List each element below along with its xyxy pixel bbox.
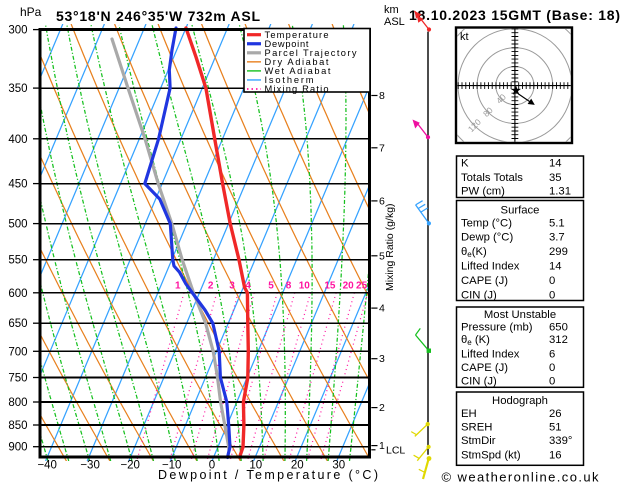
svg-text:km: km [384,4,399,16]
svg-text:650: 650 [549,322,568,334]
svg-text:26: 26 [549,408,562,420]
svg-text:EH: EH [461,408,477,420]
svg-text:51: 51 [549,421,562,433]
svg-text:Wet Adiabat: Wet Adiabat [265,66,331,76]
svg-text:Mixing Ratio (g/kg): Mixing Ratio (g/kg) [384,203,396,291]
svg-text:−10: −10 [162,460,182,472]
svg-text:1: 1 [175,281,181,292]
svg-text:3.7: 3.7 [549,232,565,244]
svg-text:300: 300 [8,25,27,37]
svg-text:SREH: SREH [461,421,492,433]
svg-text:0: 0 [549,289,555,301]
svg-text:Surface: Surface [501,204,540,216]
svg-text:1.31: 1.31 [549,186,571,198]
svg-text:CAPE (J): CAPE (J) [461,275,508,287]
svg-text:20: 20 [343,281,355,292]
svg-text:θe (K): θe (K) [461,334,490,347]
svg-text:0: 0 [209,460,215,472]
svg-text:Dewpoint: Dewpoint [265,39,309,49]
svg-text:Isotherm: Isotherm [265,75,314,85]
svg-text:350: 350 [8,83,27,95]
svg-text:5: 5 [268,281,274,292]
svg-text:8: 8 [286,281,292,292]
svg-text:312: 312 [549,334,568,346]
svg-text:ASL: ASL [384,16,405,28]
svg-text:4: 4 [245,281,251,292]
svg-text:0: 0 [549,362,555,374]
svg-text:25: 25 [356,281,368,292]
svg-text:8: 8 [379,90,385,102]
svg-text:Hodograph: Hodograph [492,395,548,407]
svg-text:3: 3 [379,353,385,365]
svg-text:Dewpoint / Temperature (°C): Dewpoint / Temperature (°C) [158,468,378,482]
svg-text:3: 3 [229,281,235,292]
svg-text:PW (cm): PW (cm) [461,186,505,198]
svg-text:Temp (°C): Temp (°C) [461,217,512,229]
svg-text:© weatheronline.co.uk: © weatheronline.co.uk [442,470,600,485]
svg-text:Totals Totals: Totals Totals [461,172,523,184]
svg-text:1: 1 [379,440,385,452]
svg-text:10: 10 [249,460,262,472]
svg-text:15: 15 [324,281,336,292]
svg-text:5.1: 5.1 [549,217,565,229]
svg-text:450: 450 [8,179,27,191]
svg-text:StmSpd (kt): StmSpd (kt) [461,449,521,461]
svg-text:StmDir: StmDir [461,435,496,447]
svg-text:Dewp (°C): Dewp (°C) [461,232,513,244]
svg-text:−20: −20 [120,460,140,472]
svg-text:6: 6 [379,195,385,207]
svg-text:CIN (J): CIN (J) [461,375,497,387]
svg-text:35: 35 [549,172,562,184]
svg-text:2: 2 [208,281,214,292]
svg-text:Pressure (mb): Pressure (mb) [461,322,533,334]
svg-text:Mixing Ratio: Mixing Ratio [265,84,329,94]
svg-text:14: 14 [549,261,562,273]
svg-text:30: 30 [332,460,345,472]
svg-text:Temperature: Temperature [265,30,329,40]
svg-text:−40: −40 [37,460,57,472]
svg-text:0: 0 [549,275,555,287]
svg-text:0: 0 [549,375,555,387]
svg-text:299: 299 [549,246,568,258]
svg-text:θe(K): θe(K) [461,246,487,259]
svg-text:Lifted Index: Lifted Index [461,348,520,360]
svg-text:900: 900 [8,442,27,454]
svg-text:16: 16 [549,449,562,461]
svg-text:400: 400 [8,134,27,146]
svg-text:2: 2 [379,402,385,414]
svg-text:Dry Adiabat: Dry Adiabat [265,57,329,67]
svg-text:600: 600 [8,288,27,300]
svg-text:10: 10 [299,281,311,292]
svg-text:Lifted Index: Lifted Index [461,261,520,273]
svg-text:53°18'N 246°35'W 732m ASL: 53°18'N 246°35'W 732m ASL [56,8,260,24]
svg-text:5: 5 [379,250,385,262]
svg-text:850: 850 [8,420,27,432]
svg-text:Parcel Trajectory: Parcel Trajectory [265,48,357,58]
svg-text:339°: 339° [549,435,572,447]
svg-text:14: 14 [549,158,562,170]
svg-text:hPa: hPa [20,5,42,19]
svg-text:700: 700 [8,346,27,358]
svg-text:6: 6 [549,348,555,360]
svg-text:CAPE (J): CAPE (J) [461,362,508,374]
svg-text:500: 500 [8,219,27,231]
svg-text:750: 750 [8,373,27,385]
svg-text:7: 7 [379,142,385,154]
svg-text:CIN (J): CIN (J) [461,289,497,301]
svg-text:550: 550 [8,255,27,267]
svg-text:4: 4 [379,303,385,315]
svg-text:K: K [461,158,469,170]
svg-text:20: 20 [291,460,304,472]
svg-text:kt: kt [460,31,469,43]
svg-text:−30: −30 [80,460,100,472]
svg-text:LCL: LCL [386,445,405,457]
svg-text:Most Unstable: Most Unstable [484,309,556,321]
svg-text:650: 650 [8,318,27,330]
svg-text:800: 800 [8,397,27,409]
svg-text:18.10.2023 15GMT (Base: 18): 18.10.2023 15GMT (Base: 18) [409,7,620,23]
